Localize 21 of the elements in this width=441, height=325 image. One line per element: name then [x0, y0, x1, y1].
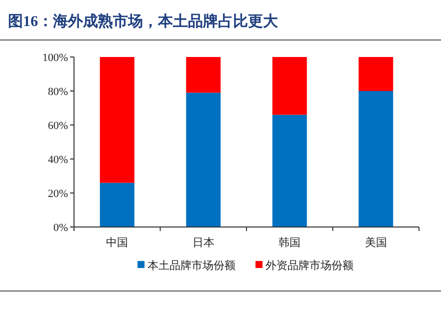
- x-tick-label: 韩国: [278, 236, 301, 249]
- y-tick-label: 80%: [48, 86, 68, 98]
- x-tick-label: 美国: [364, 236, 387, 249]
- bar: [272, 57, 307, 115]
- y-tick-label: 60%: [48, 120, 68, 132]
- chart-title: 图16：海外成熟市场，本土品牌占比更大: [8, 12, 279, 30]
- bar: [186, 92, 221, 227]
- bar: [100, 57, 134, 183]
- bar: [358, 57, 394, 91]
- bar: [358, 91, 394, 227]
- bar: [100, 182, 134, 227]
- y-tick-label: 40%: [48, 154, 68, 166]
- x-tick-label: 日本: [192, 236, 214, 249]
- x-tick-label: 中国: [106, 236, 128, 249]
- y-tick-label: 20%: [48, 188, 68, 200]
- legend-label: 外资品牌市场份额: [266, 259, 354, 272]
- y-tick-label: 0%: [53, 222, 68, 234]
- legend-label: 本土品牌市场份额: [148, 259, 236, 272]
- bar: [272, 114, 307, 227]
- y-tick-label: 100%: [42, 52, 68, 64]
- bar: [186, 57, 221, 93]
